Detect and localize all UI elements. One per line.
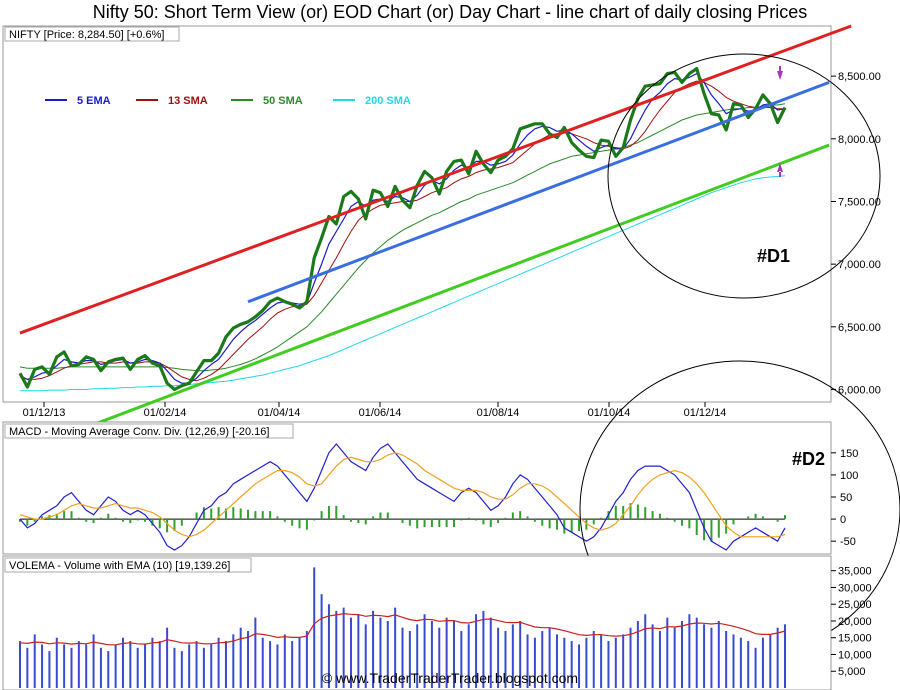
price-y-axis: 6,000.00 6,500.00 7,000.00 7,500.00 8,000.00…	[838, 71, 881, 396]
macd-y-tick-label: 150	[840, 448, 858, 460]
volume-y-tick-label: 10,000	[838, 649, 872, 661]
macd-y-tick-label: -50	[840, 536, 856, 548]
legend-label: 200 SMA	[365, 95, 411, 107]
macd-series	[19, 443, 786, 551]
price-x-tick-label: 01/04/14	[258, 407, 301, 419]
price-x-tick-label: 01/12/13	[23, 407, 66, 419]
copyright-text: © www.TraderTraderTrader.blogspot.com	[321, 670, 579, 686]
price-grid	[43, 75, 836, 407]
volume-y-tick-label: 20,000	[838, 616, 872, 628]
volume-header-box	[4, 557, 252, 573]
macd-line	[19, 443, 786, 551]
price-line	[18, 67, 787, 392]
volume-bars	[19, 567, 786, 688]
annotation-label-d2: #D2	[792, 449, 825, 469]
price-header: NIFTY [Price: 8,284.50] [+0.6%]	[9, 29, 164, 41]
arrows	[777, 66, 783, 177]
legend: 5 EMA 13 SMA 50 SMA 200 SMA	[45, 95, 411, 107]
circle-d1: #D1	[607, 53, 881, 299]
price-y-tick-label: 6,000.00	[838, 384, 881, 396]
price-y-tick-label: 8,000.00	[838, 134, 881, 146]
volume-y-tick-label: 25,000	[838, 599, 872, 611]
price-x-tick-label: 01/10/14	[588, 407, 631, 419]
price-y-tick-label: 6,500.00	[838, 322, 881, 334]
price-x-tick-label: 01/06/14	[359, 407, 402, 419]
volume-y-tick-label: 5,000	[838, 666, 866, 678]
price-plot-frame	[2, 25, 832, 403]
volume-y-tick-label: 15,000	[838, 633, 872, 645]
macd-histogram	[19, 503, 786, 542]
price-header-box	[4, 26, 180, 42]
volume-ema	[19, 612, 786, 646]
price-x-tick-label: 01/08/14	[477, 407, 520, 419]
macd-y-tick-label: 0	[840, 514, 846, 526]
sma50-line	[19, 103, 786, 372]
volume-panel: 35,000 30,000 25,000 20,000 15,000 10,000 5,00…	[2, 555, 872, 690]
down-arrow-icon	[777, 66, 783, 80]
price-y-tick-label: 7,000.00	[838, 259, 881, 271]
macd-y-tick-label: 50	[840, 492, 852, 504]
signal-line	[19, 452, 786, 538]
annotation-label-d1: #D1	[757, 246, 790, 266]
price-x-tick-label: 01/02/14	[144, 407, 187, 419]
volume-y-axis: 35,000 30,000 25,000 20,000 15,000 10,000 5,00…	[838, 566, 872, 679]
trend-lines	[19, 24, 852, 426]
volume-header: VOLEMA - Volume with EMA (10) [19,139.26…	[9, 560, 230, 572]
sma200-line	[20, 175, 786, 392]
volume-grid	[831, 570, 836, 672]
price-y-tick-label: 7,500.00	[838, 196, 881, 208]
price-panel: 6,000.00 6,500.00 7,000.00 7,500.00 8,000.00…	[2, 24, 881, 426]
lower-channel-line	[93, 143, 830, 426]
price-series	[18, 67, 787, 392]
price-x-tick-label: 01/12/14	[684, 407, 727, 419]
macd-y-tick-label: 100	[840, 470, 858, 482]
volume-y-tick-label: 35,000	[838, 566, 872, 578]
price-y-tick-label: 8,500.00	[838, 71, 881, 83]
mid-trend-line	[247, 80, 830, 304]
volume-y-tick-label: 30,000	[838, 582, 872, 594]
price-x-axis: 01/12/13 01/02/14 01/04/14 01/06/14 01/08/14…	[23, 407, 727, 419]
macd-header-box	[4, 423, 294, 439]
macd-plot-frame	[2, 421, 832, 555]
legend-label: 13 SMA	[168, 95, 208, 107]
macd-header: MACD - Moving Average Conv. Div. (12,26,…	[9, 426, 269, 438]
annotation-circle-d1	[607, 53, 881, 299]
page-title: Nifty 50: Short Term View (or) EOD Chart…	[92, 2, 808, 22]
volume-ema-line	[19, 612, 786, 646]
chart-canvas: 6,000.00 6,500.00 7,000.00 7,500.00 8,000.00…	[2, 24, 900, 690]
up-arrow-icon	[777, 163, 783, 177]
macd-y-axis: 150 100 50 0 -50	[840, 448, 858, 548]
legend-label: 5 EMA	[77, 95, 111, 107]
upper-channel-line	[19, 24, 852, 335]
legend-label: 50 SMA	[263, 95, 303, 107]
